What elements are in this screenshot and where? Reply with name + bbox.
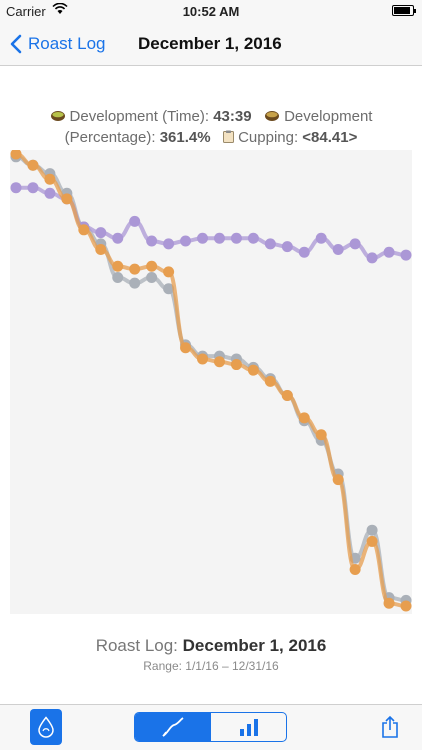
series-2-point-20 [349, 564, 361, 576]
series-2-point-4 [78, 224, 90, 236]
footer-title-prefix: Roast Log: [95, 636, 178, 655]
status-bar: Carrier 10:52 AM [0, 0, 422, 22]
status-time: 10:52 AM [182, 4, 240, 19]
roast-stats: Development (Time): 43:39 Development (P… [0, 106, 422, 148]
bean-development-time-icon [50, 111, 65, 121]
series-2-point-18 [315, 429, 327, 441]
series-1-point-11 [197, 232, 209, 244]
chart-background [10, 150, 412, 614]
series-2-point-6 [112, 260, 124, 272]
dev-pct-label-2: (Percentage): [64, 129, 156, 146]
roast-chart [10, 150, 412, 614]
series-1-point-21 [366, 252, 378, 264]
series-1-point-20 [349, 238, 361, 250]
series-2-point-0 [10, 150, 22, 160]
series-2-point-9 [163, 266, 175, 278]
share-button[interactable] [380, 715, 400, 744]
series-2-point-14 [247, 364, 259, 376]
series-0-point-9 [163, 283, 175, 295]
battery-icon [392, 5, 416, 16]
footer-title-value: December 1, 2016 [182, 636, 327, 655]
dev-time-value: 43:39 [213, 108, 252, 125]
series-1-point-23 [400, 249, 412, 261]
series-2-point-16 [281, 389, 293, 401]
navigation-bar: Roast Log December 1, 2016 [0, 22, 422, 66]
series-1-point-15 [264, 238, 276, 250]
bar-chart-icon [239, 719, 258, 736]
bottom-toolbar [0, 704, 422, 750]
series-2-point-5 [95, 243, 107, 255]
series-1-point-9 [163, 238, 175, 250]
series-2-point-21 [366, 535, 378, 547]
dev-time-label: Development (Time): [69, 108, 210, 125]
series-0-point-7 [129, 277, 141, 289]
series-1-point-18 [315, 232, 327, 244]
series-1-point-10 [180, 235, 192, 247]
series-2-point-3 [61, 193, 73, 205]
series-0-point-21 [366, 524, 378, 536]
series-2-point-12 [213, 356, 225, 368]
series-1-point-16 [281, 241, 293, 253]
series-2-point-10 [180, 342, 192, 354]
wifi-icon [52, 2, 68, 18]
series-2-point-1 [27, 159, 39, 171]
series-1-point-6 [112, 232, 124, 244]
back-button-label: Roast Log [28, 34, 106, 53]
line-chart-icon [161, 717, 184, 737]
series-0-point-6 [112, 272, 124, 284]
drop-button[interactable] [30, 709, 62, 745]
drop-icon [38, 716, 54, 738]
series-1-point-8 [146, 235, 158, 247]
series-1-point-0 [10, 182, 22, 194]
series-1-point-22 [383, 246, 395, 258]
clipboard-icon [223, 130, 235, 143]
series-1-point-12 [213, 232, 225, 244]
page-title: December 1, 2016 [138, 34, 282, 53]
series-2-point-2 [44, 173, 56, 185]
series-2-point-23 [400, 600, 412, 612]
chart-type-segmented-control [134, 712, 287, 742]
carrier-label: Carrier [6, 4, 46, 19]
series-1-point-1 [27, 182, 39, 194]
series-0-point-8 [146, 272, 158, 284]
series-1-point-2 [44, 187, 56, 199]
series-2-point-19 [332, 474, 344, 486]
cupping-value: <84.41> [302, 129, 358, 146]
series-1-point-13 [230, 232, 242, 244]
series-1-point-14 [247, 232, 259, 244]
chevron-left-icon [10, 34, 22, 54]
footer-range: Range: 1/1/16 – 12/31/16 [143, 659, 279, 673]
series-2-point-17 [298, 412, 310, 424]
back-button[interactable]: Roast Log [10, 32, 106, 56]
series-2-point-22 [383, 597, 395, 609]
cupping-label: Cupping: [238, 129, 299, 146]
series-2-point-7 [129, 263, 141, 275]
line-chart-segment[interactable] [135, 713, 210, 741]
bar-chart-segment[interactable] [210, 713, 286, 741]
series-1-point-5 [95, 227, 107, 239]
series-2-point-11 [197, 353, 209, 365]
dev-pct-label-1: Development [284, 108, 373, 125]
series-2-point-13 [230, 359, 242, 371]
series-1-point-17 [298, 246, 310, 258]
share-icon [382, 715, 398, 738]
bean-development-percentage-icon [265, 111, 280, 121]
footer-title: Roast Log: December 1, 2016 [0, 636, 422, 656]
series-1-point-19 [332, 243, 344, 255]
series-2-point-8 [146, 260, 158, 272]
dev-pct-value: 361.4% [159, 129, 211, 146]
series-1-point-7 [129, 215, 141, 227]
series-2-point-15 [264, 375, 276, 387]
